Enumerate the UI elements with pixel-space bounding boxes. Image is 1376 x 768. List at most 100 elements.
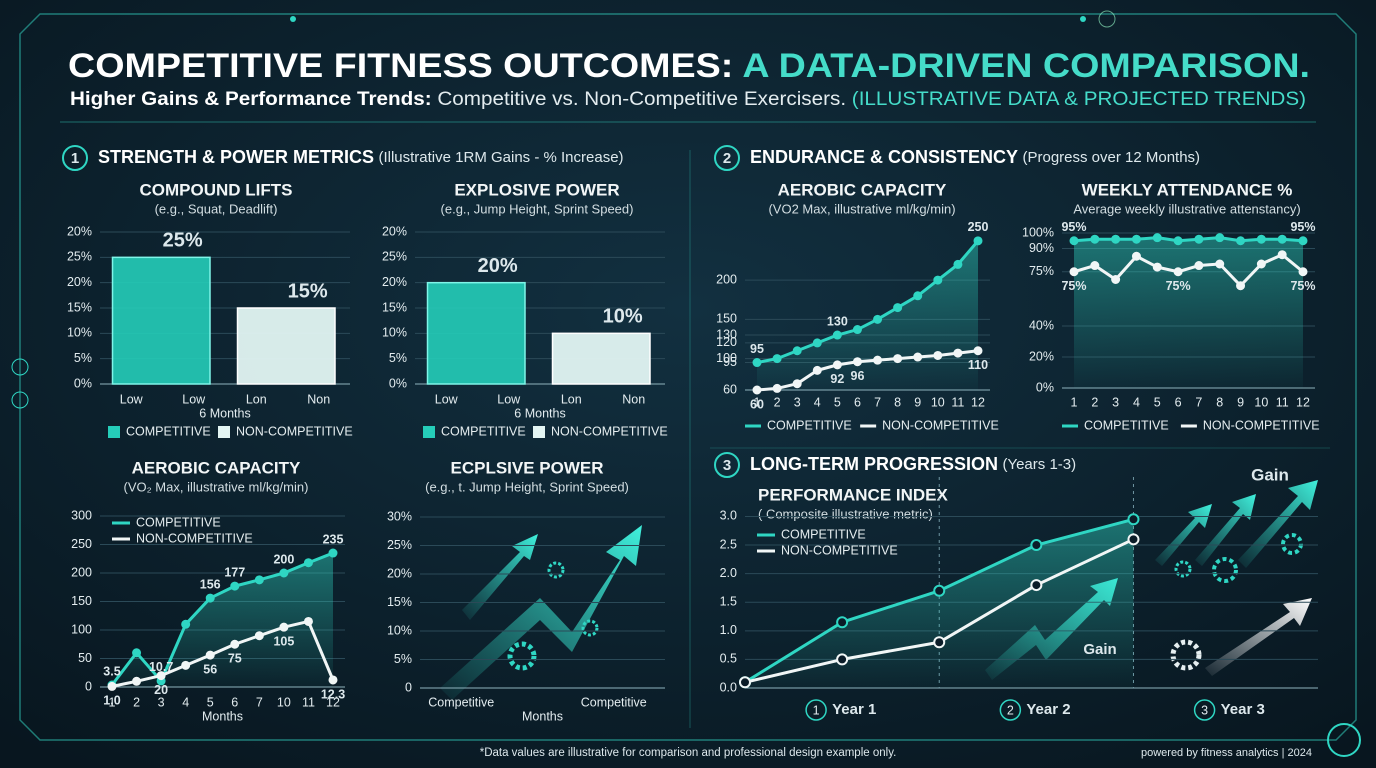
- y-tick-label: 0: [85, 679, 92, 693]
- data-point: [1298, 236, 1308, 246]
- x-tick-label: 5: [207, 695, 214, 709]
- x-tick-label: 11: [951, 395, 964, 409]
- illustration: [440, 525, 642, 700]
- x-tick-label: Year 1: [832, 701, 876, 718]
- data-point: [205, 593, 215, 603]
- x-tick-label: 12: [971, 395, 985, 409]
- data-point: [230, 639, 240, 649]
- y-tick-label: 250: [71, 537, 92, 551]
- y-tick-label: 15%: [387, 595, 412, 609]
- gear: [507, 641, 537, 671]
- ornament: [1080, 16, 1086, 22]
- x-tick-label: 6: [231, 695, 238, 709]
- data-point: [1277, 250, 1287, 260]
- y-tick-label: 20%: [1029, 349, 1054, 363]
- section-note: (Years 1-3): [1002, 456, 1076, 473]
- data-point: [792, 379, 802, 389]
- x-tick-label: 5: [834, 395, 841, 409]
- x-tick-label: Non: [307, 392, 330, 406]
- value-label: 250: [968, 220, 989, 234]
- x-tick-label: Competitive: [428, 695, 494, 709]
- y-tick-label: 3.0: [720, 509, 737, 523]
- subtitle-note: (ILLUSTRATIVE DATA & PROJECTED TRENDS): [852, 89, 1306, 110]
- x-tick-label: 2: [133, 695, 140, 709]
- section: 3 LONG-TERM PROGRESSION (Years 1-3): [714, 452, 1076, 478]
- y-tick-label: 50: [78, 651, 92, 665]
- x-tick-number: 1: [813, 703, 820, 717]
- data-point: [953, 259, 963, 269]
- value-label: 25%: [163, 230, 203, 252]
- legend-label: NON-COMPETITIVE: [781, 543, 898, 557]
- chart-title: AEROBIC CAPACITY: [132, 458, 301, 477]
- data-point: [156, 671, 166, 681]
- data-point: [1030, 579, 1043, 592]
- data-point: [107, 681, 117, 691]
- chart-title: WEEKLY ATTENDANCE %: [1082, 180, 1293, 199]
- value-label: 75: [228, 652, 242, 666]
- subtitle: Higher Gains & Performance Trends: Compe…: [70, 89, 1306, 110]
- value-label: 177: [224, 565, 245, 579]
- x-tick-label: 7: [874, 395, 881, 409]
- gear: [547, 561, 565, 579]
- value-label: 3.5: [103, 664, 120, 678]
- legend-label: NON-COMPETITIVE: [236, 424, 353, 438]
- value-label: 95%: [1061, 220, 1086, 234]
- x-tick-label: 3: [794, 395, 801, 409]
- data-point: [836, 653, 849, 666]
- legend-label: NON-COMPETITIVE: [882, 418, 999, 432]
- data-point: [328, 548, 338, 558]
- chart-subtitle: ( Composite illustrative metric): [758, 506, 933, 521]
- y-tick-label: 0.0: [720, 680, 737, 694]
- chart-title: AEROBIC CAPACITY: [778, 180, 947, 199]
- value-label: 60: [750, 397, 764, 411]
- value-label: 75%: [1166, 279, 1191, 293]
- y-tick-label: 100%: [1022, 225, 1054, 239]
- legend-swatch: [108, 426, 120, 438]
- y-tick-label: 200: [71, 565, 92, 579]
- legend-label: COMPETITIVE: [781, 527, 866, 541]
- gear: [1170, 639, 1202, 671]
- data-point: [752, 385, 762, 395]
- x-tick-label: 4: [1133, 395, 1140, 409]
- data-point: [205, 650, 215, 660]
- section-title: LONG-TERM PROGRESSION: [750, 454, 998, 474]
- x-tick-number: 2: [1007, 703, 1014, 717]
- legend-label: COMPETITIVE: [767, 418, 852, 432]
- x-tick-label: 1: [1071, 395, 1078, 409]
- data-point: [1236, 281, 1246, 291]
- y-tick-label: 95: [723, 355, 737, 369]
- data-point: [254, 575, 264, 585]
- data-point: [933, 275, 943, 285]
- y-tick-label: 0%: [389, 376, 407, 390]
- x-tick-label: Competitive: [581, 695, 647, 709]
- data-point: [1194, 234, 1204, 244]
- arrow: [440, 525, 642, 700]
- data-point: [1256, 259, 1266, 269]
- x-tick-label: Lon: [246, 392, 267, 406]
- y-tick-label: 5%: [389, 351, 407, 365]
- footer-note: *Data values are illustrative for compar…: [480, 747, 897, 759]
- x-tick-label: Low: [497, 392, 521, 406]
- data-point: [752, 358, 762, 368]
- gear-icon: [1327, 723, 1361, 757]
- x-axis-title: Months: [202, 709, 243, 723]
- chart-subtitle: Average weekly illustrative attenstancy): [1073, 201, 1300, 216]
- x-tick-label: 2: [774, 395, 781, 409]
- y-tick-label: 10%: [382, 326, 407, 340]
- section: 1 STRENGTH & POWER METRICS (Illustrative…: [62, 145, 624, 171]
- data-point: [279, 568, 289, 578]
- data-point: [852, 325, 862, 335]
- data-point: [1131, 251, 1141, 261]
- area-fill: [745, 519, 1134, 688]
- data-point: [772, 354, 782, 364]
- x-axis-title: 6 Months: [514, 406, 565, 420]
- year-badge: [805, 699, 827, 721]
- legend-label: NON-COMPETITIVE: [136, 531, 253, 545]
- data-point: [1298, 267, 1308, 277]
- section-badge: [714, 452, 740, 478]
- section-heading: ENDURANCE & CONSISTENCY (Progress over 1…: [750, 147, 1200, 167]
- x-tick-label: 6: [854, 395, 861, 409]
- data-point: [1215, 233, 1225, 243]
- annotation: Gain: [1083, 641, 1116, 658]
- y-tick-label: 100: [71, 622, 92, 636]
